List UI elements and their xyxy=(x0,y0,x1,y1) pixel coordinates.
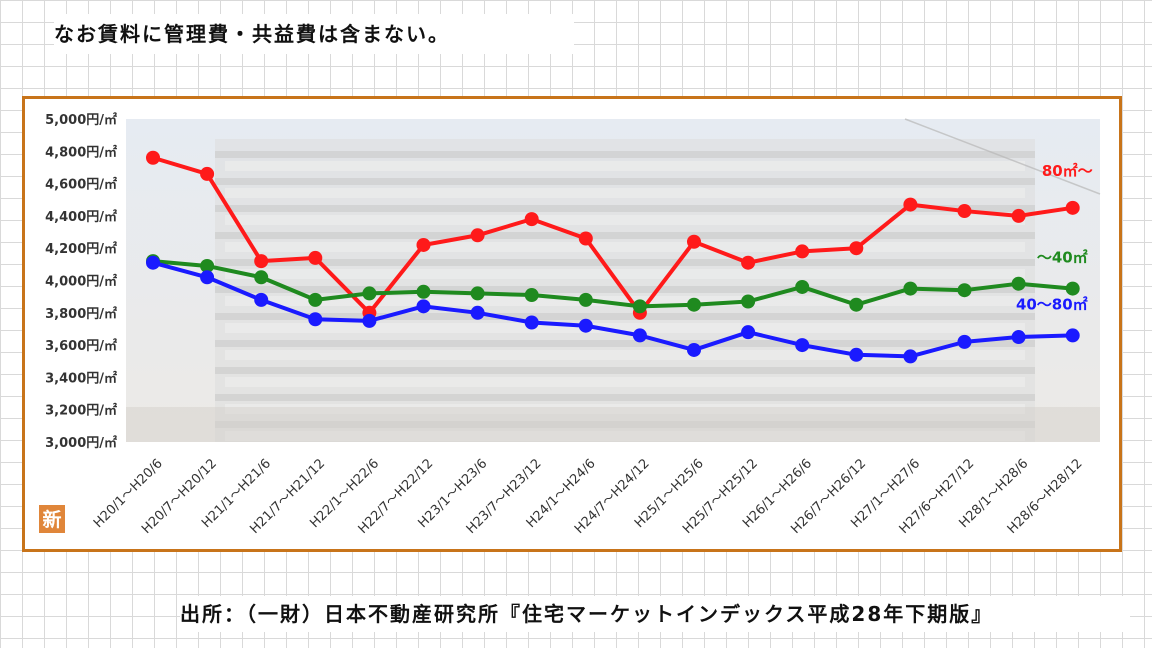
data-point xyxy=(146,150,160,165)
data-point xyxy=(416,284,431,299)
data-point xyxy=(524,288,539,303)
data-point xyxy=(687,297,701,312)
series-label: 40～80㎡ xyxy=(1016,295,1088,313)
data-point xyxy=(470,305,485,320)
data-point xyxy=(1065,200,1080,215)
x-axis: H20/1～H20/6H20/7～H20/12H21/1～H21/6H21/7～… xyxy=(91,456,1086,537)
y-tick-label: 4,400円/㎡ xyxy=(45,209,117,225)
data-point xyxy=(687,234,701,249)
data-point xyxy=(362,286,377,301)
y-tick-label: 4,000円/㎡ xyxy=(45,274,117,290)
series-label: ～40㎡ xyxy=(1037,249,1088,267)
data-point xyxy=(687,342,701,357)
data-point xyxy=(741,255,756,270)
y-tick-label: 4,800円/㎡ xyxy=(45,144,117,160)
data-point xyxy=(416,237,431,252)
data-point xyxy=(416,299,431,314)
series-label: 80㎡～ xyxy=(1042,162,1093,180)
data-point xyxy=(957,283,972,298)
data-point xyxy=(1011,208,1026,223)
data-point xyxy=(903,349,918,364)
new-badge: 新 xyxy=(39,505,65,533)
data-point xyxy=(470,286,485,301)
data-point xyxy=(1065,328,1080,343)
series-line xyxy=(152,155,1073,315)
data-point xyxy=(362,313,377,328)
data-point xyxy=(903,197,918,212)
data-point xyxy=(308,292,323,307)
y-tick-label: 3,600円/㎡ xyxy=(45,338,117,354)
data-point xyxy=(1065,281,1080,296)
data-point xyxy=(524,212,539,227)
rent-chart: 3,000円/㎡ 3,200円/㎡ 3,400円/㎡ 3,600円/㎡ 3,800円/㎡… xyxy=(39,112,1101,537)
data-point xyxy=(146,255,160,270)
y-tick-label: 3,200円/㎡ xyxy=(45,403,117,419)
data-point xyxy=(524,315,539,330)
series-line xyxy=(152,260,1073,359)
data-point xyxy=(957,204,972,219)
data-point xyxy=(200,258,215,273)
data-point xyxy=(308,250,323,265)
data-point xyxy=(741,325,756,340)
data-point xyxy=(308,312,323,327)
data-point xyxy=(578,318,593,333)
series-line xyxy=(152,259,1073,309)
y-axis: 3,000円/㎡ 3,200円/㎡ 3,400円/㎡ 3,600円/㎡ 3,800円/㎡… xyxy=(45,112,117,451)
y-tick-label: 3,400円/㎡ xyxy=(45,370,117,386)
data-point xyxy=(632,299,647,314)
data-point xyxy=(578,292,593,307)
series-layer: 80㎡～ ～40㎡ 40～80㎡ xyxy=(146,150,1093,364)
note-text: なお賃料に管理費・共益費は含まない。 xyxy=(54,14,574,54)
data-point xyxy=(1011,330,1026,345)
data-point xyxy=(849,347,864,362)
y-tick-label: 4,600円/㎡ xyxy=(45,177,117,193)
y-tick-label: 3,800円/㎡ xyxy=(45,306,117,322)
y-tick-label: 5,000円/㎡ xyxy=(45,112,117,128)
data-point xyxy=(470,228,485,243)
data-point xyxy=(578,231,593,246)
data-point xyxy=(849,241,864,256)
data-point xyxy=(254,270,269,285)
data-point xyxy=(903,281,918,296)
data-point xyxy=(741,294,756,309)
y-tick-label: 4,200円/㎡ xyxy=(45,241,117,257)
chart-frame: 3,000円/㎡ 3,200円/㎡ 3,400円/㎡ 3,600円/㎡ 3,800円/㎡… xyxy=(22,96,1122,552)
data-point xyxy=(254,292,269,307)
data-point xyxy=(200,166,215,181)
source-citation: 出所：（一財）日本不動産研究所『住宅マーケットインデックス平成28年下期版』 xyxy=(180,596,1130,632)
data-point xyxy=(632,328,647,343)
data-point xyxy=(1011,276,1026,291)
y-tick-label: 3,000円/㎡ xyxy=(45,435,117,451)
new-badge-label: 新 xyxy=(42,508,61,531)
data-point xyxy=(957,334,972,349)
data-point xyxy=(849,297,864,312)
data-point xyxy=(254,254,269,269)
data-point xyxy=(795,279,810,294)
data-point xyxy=(795,338,810,353)
data-point xyxy=(795,244,810,259)
data-point xyxy=(200,270,215,285)
